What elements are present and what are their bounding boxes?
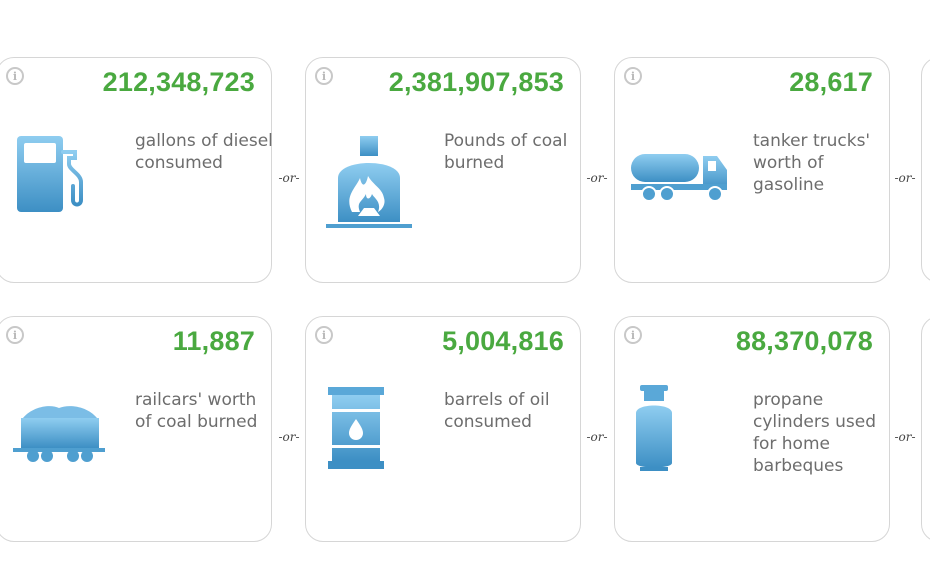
card-value: 28,617 [789,67,873,97]
or-separator: -or- [894,171,916,185]
info-icon[interactable]: i [6,326,24,344]
equivalency-card-railcar: i 11,887 railcars' worth of coal burned [0,316,272,542]
info-icon[interactable]: i [315,326,333,344]
equivalency-card-diesel: i 212,348,723 gallons of diesel consumed [0,57,273,283]
tanker-truck-icon [631,154,727,202]
card-value: 88,370,078 [735,326,873,356]
info-icon[interactable]: i [624,326,642,344]
fuel-pump-icon [17,136,83,212]
equivalency-card-coal: i 2,381,907,853 Pounds of coal burned [305,57,581,283]
or-separator: -or- [586,171,608,185]
coal-furnace-icon [326,136,412,228]
equivalency-card-propane: i 88,370,078 propane cylinders used for … [614,316,890,542]
or-separator: -or- [278,430,300,444]
card-description: Pounds of coal burned [444,131,568,173]
equivalency-card-oil: i 5,004,816 barrels of oil consumed [305,316,581,542]
card-description: railcars' worth of coal burned [135,390,258,432]
card-description: barrels of oil consumed [444,390,550,432]
equivalency-card-tanker: i 28,617 tanker trucks' worth of gasolin… [614,57,890,283]
card-description: tanker trucks' worth of gasoline [753,131,871,195]
card-value: 2,381,907,853 [388,67,564,97]
or-separator: -or- [278,171,300,185]
or-separator: -or- [586,430,608,444]
propane-cylinder-icon [636,385,672,471]
info-icon[interactable]: i [624,67,642,85]
card-description: propane cylinders used for home barbeque… [753,390,877,476]
oil-barrel-icon [328,387,384,469]
card-description: gallons of diesel consumed [135,131,273,173]
card-value: 11,887 [172,326,255,356]
card-value: 212,348,723 [102,67,255,97]
info-icon[interactable]: i [6,67,24,85]
coal-railcar-icon [13,406,105,462]
card-value: 5,004,816 [442,326,564,356]
or-separator: -or- [894,430,916,444]
equivalency-card-partial [921,57,930,283]
equivalency-card-partial [921,316,930,542]
info-icon[interactable]: i [315,67,333,85]
